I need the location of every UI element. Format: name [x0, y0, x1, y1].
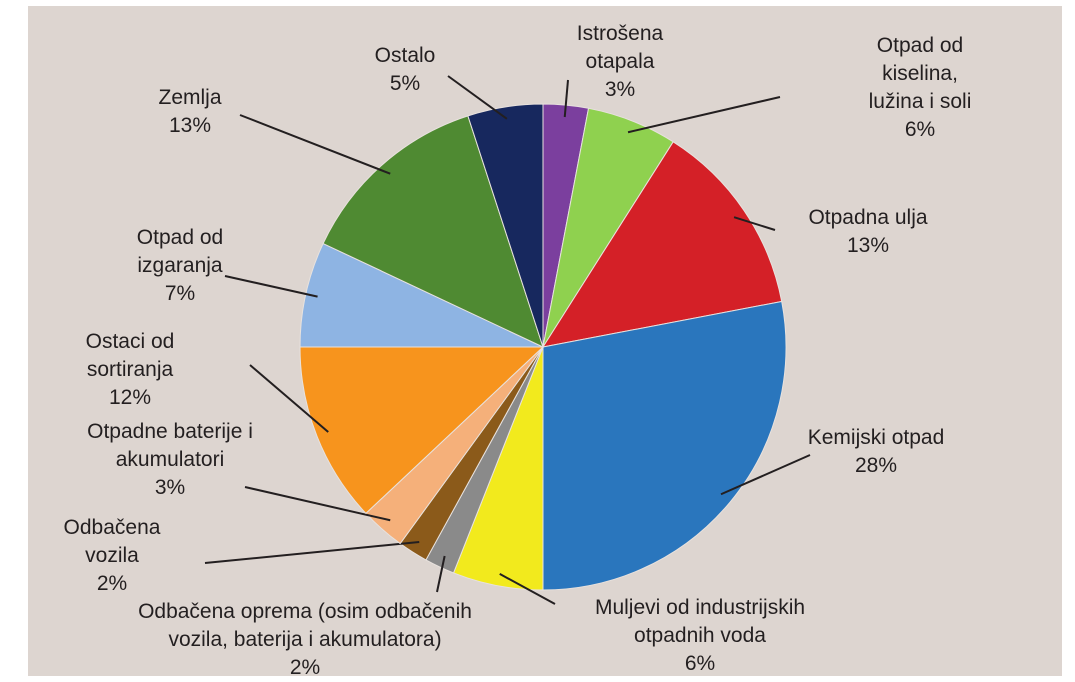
pie-slice [541, 141, 783, 348]
value-label: 5% [389, 72, 421, 95]
slice-label: Otpad od kiselina, lužina i soli 6% [849, 32, 991, 144]
category-label: Ostaci od sortiranja [85, 330, 175, 381]
slice-label: Muljevi od industrijskih otpadnih voda 6% [595, 594, 805, 676]
value-label: 28% [854, 454, 898, 477]
value-label: 7% [164, 282, 196, 305]
slice-label: Kemijski otpad 28% [808, 424, 945, 480]
value-label: 6% [904, 118, 936, 141]
leader-line [563, 79, 569, 118]
slice-label: Odbačena oprema (osim odbačenih vozila, … [138, 598, 472, 676]
pie-slice [322, 115, 544, 348]
pie-slice [542, 300, 787, 591]
value-label: 3% [154, 476, 186, 499]
pie-slice [467, 103, 544, 348]
category-label: Odbačena oprema (osim odbačenih vozila, … [138, 600, 472, 651]
category-label: Odbačena vozila [63, 516, 161, 567]
leader-line [249, 364, 329, 433]
slice-label: Otpad od izgaranja 7% [137, 224, 223, 308]
slice-label: Zemlja 13% [158, 84, 221, 140]
leader-line [720, 454, 811, 496]
value-label: 6% [684, 652, 716, 675]
category-label: Muljevi od industrijskih otpadnih voda [594, 596, 806, 647]
leader-line [733, 216, 776, 231]
leader-line [204, 541, 420, 564]
slice-label: Ostaci od sortiranja 12% [86, 328, 175, 412]
slice-label: Otpadne baterije i akumulatori 3% [87, 418, 253, 502]
category-label: Zemlja [158, 86, 222, 109]
value-label: 12% [108, 386, 152, 409]
leader-line [436, 555, 446, 593]
category-label: Ostalo [374, 44, 436, 67]
leader-line [244, 486, 391, 522]
value-label: 13% [168, 114, 212, 137]
slice-label: Otpadna ulja 13% [808, 204, 927, 260]
leader-line [627, 96, 781, 134]
pie-slice [299, 346, 545, 515]
slice-label: Odbačena vozila 2% [64, 514, 161, 598]
chart-area: Istrošena otapala 3% Otpad od kiselina, lu… [28, 6, 1062, 676]
category-label: Otpad od kiselina, lužina i soli [868, 34, 972, 113]
leader-line [447, 75, 508, 120]
leader-line [239, 114, 391, 175]
category-label: Otpad od izgaranja [136, 226, 224, 277]
category-label: Istrošena otapala [576, 22, 664, 73]
value-label: 13% [846, 234, 890, 257]
leader-line [499, 573, 556, 605]
chart [204, 75, 811, 605]
value-label: 3% [604, 78, 636, 101]
category-label: Kemijski otpad [807, 426, 945, 449]
leader-line [224, 275, 318, 298]
slice-label: Istrošena otapala 3% [577, 20, 663, 104]
category-label: Otpadna ulja [808, 206, 928, 229]
value-label: 2% [289, 656, 321, 676]
category-label: Otpadne baterije i akumulatori [87, 420, 253, 471]
value-label: 2% [96, 572, 128, 595]
slice-label: Ostalo 5% [375, 42, 436, 98]
